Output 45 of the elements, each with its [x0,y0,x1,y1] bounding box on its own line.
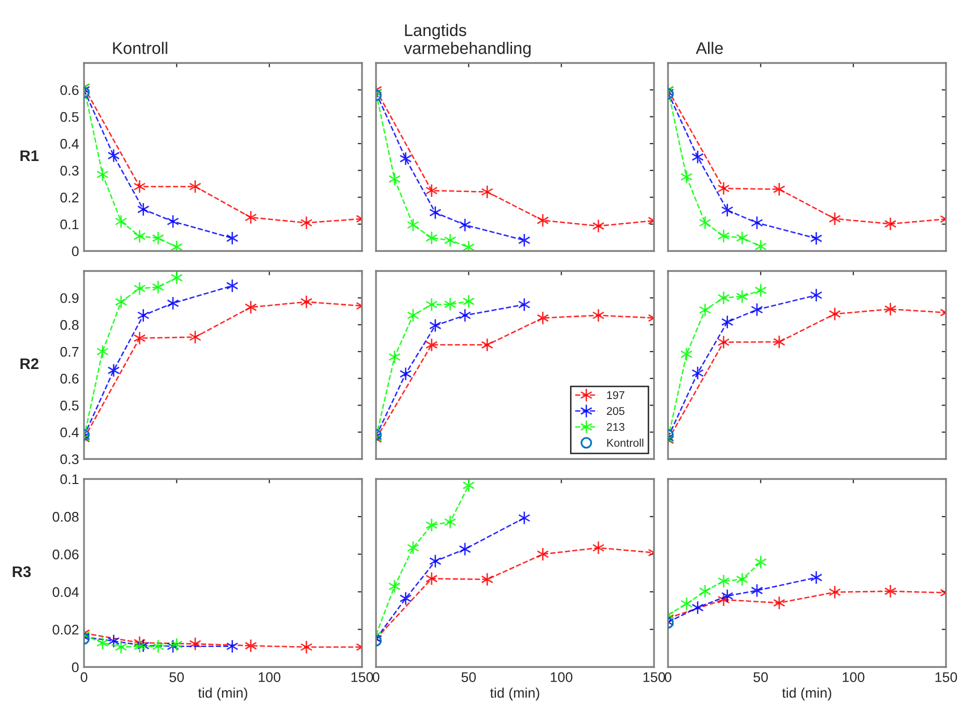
y-tick-label: 0.04 [52,587,79,597]
x-tick-label: 100 [258,672,280,682]
y-tick-label: 0.1 [60,219,78,230]
y-tick-label: 0.8 [60,320,79,330]
y-tick-label: 0.06 [52,550,79,560]
x-tick-label: 150 [935,672,958,682]
y-tick-label: 0.3 [60,166,79,176]
x-axis-title: tid (min) [198,688,248,701]
chart-title: Langtids varmebehandling [404,24,531,58]
legend-label: 205 [606,407,624,415]
y-tick-label: 0.08 [52,512,79,522]
y-tick-label: 0.7 [60,346,78,357]
chart-title: Alle [696,42,723,54]
chart-title: Kontroll [113,42,168,54]
x-tick-label: 0 [664,672,672,682]
legend-label: 197 [607,391,624,400]
x-tick-label: 50 [754,672,768,682]
x-tick-label: 150 [351,672,374,682]
x-tick-label: 0 [372,672,380,682]
legend-label: Kontroll [607,438,644,447]
y-tick-label: 0.4 [60,427,79,438]
y-tick-label: 0 [72,246,79,256]
y-tick-label: 0.3 [60,454,79,464]
y-tick-label: 0.02 [52,624,78,635]
x-tick-label: 150 [643,672,666,682]
y-tick-label: 0.5 [60,112,79,122]
x-axis-title: tid (min) [782,688,832,701]
x-tick-label: 0 [80,672,88,682]
y-tick-label: 0.4 [60,138,79,149]
y-tick-label: 0.2 [60,192,78,202]
y-axis-title: R2 [20,358,38,369]
x-axis-title: tid (min) [490,688,540,701]
y-tick-label: 0.6 [60,374,79,384]
x-tick-label: 50 [462,672,476,682]
y-tick-label: 0.1 [60,474,78,484]
legend-label: 213 [606,423,624,431]
y-axis-title: R1 [20,150,39,161]
y-tick-label: 0.6 [60,85,79,96]
x-tick-label: 50 [170,672,184,682]
y-axis-title: R3 [12,566,31,578]
y-tick-label: 0.9 [60,293,78,304]
x-tick-label: 100 [550,672,572,682]
y-tick-label: 0 [72,662,79,672]
x-tick-label: 100 [842,672,864,682]
y-tick-label: 0.5 [60,400,79,410]
